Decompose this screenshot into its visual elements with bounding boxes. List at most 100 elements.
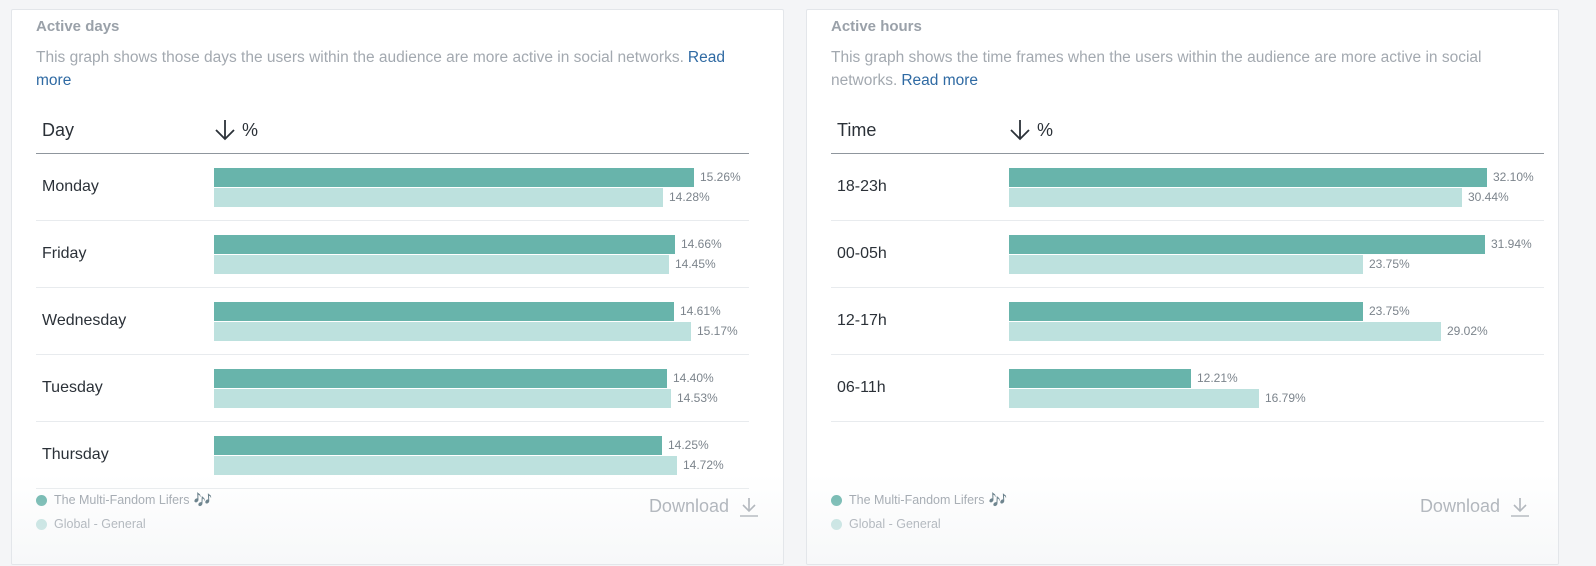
bar-secondary xyxy=(1009,188,1462,207)
legend-item-primary: The Multi-Fandom Lifers 🎶 xyxy=(831,488,1007,512)
bar-secondary xyxy=(214,188,663,207)
row-label: Thursday xyxy=(42,446,109,463)
bar-group: 31.94% 23.75% xyxy=(1009,235,1532,275)
bar-value-secondary: 14.72% xyxy=(683,458,724,472)
bar-group: 14.66% 14.45% xyxy=(214,235,734,275)
active-days-rows: Monday 15.26% 14.28% Friday 14.66% 14.45% Wedn… xyxy=(36,154,749,489)
legend-item-secondary: Global - General xyxy=(36,512,212,536)
bar-value-secondary: 30.44% xyxy=(1468,190,1509,204)
sort-percent-button[interactable]: % xyxy=(214,116,258,144)
table-header: Day % xyxy=(36,114,749,154)
table-row: 06-11h 12.21% 16.79% xyxy=(831,355,1544,422)
download-label: Download xyxy=(1419,496,1500,516)
legend-dot-primary xyxy=(36,494,47,506)
active-days-card: Active days This graph shows those days … xyxy=(11,9,784,565)
download-button[interactable]: Download xyxy=(649,496,759,517)
legend-item-secondary: Global - General xyxy=(831,512,1007,536)
bar-group: 14.61% 15.17% xyxy=(214,302,738,342)
bar-primary xyxy=(1009,168,1487,187)
bar-value-primary: 14.40% xyxy=(673,371,714,385)
legend-dot-secondary xyxy=(831,518,842,530)
download-button[interactable]: Download xyxy=(1420,496,1530,517)
column-header-percent: % xyxy=(242,119,259,140)
bar-group: 32.10% 30.44% xyxy=(1009,168,1534,208)
bar-primary xyxy=(214,369,667,388)
bar-value-secondary: 23.75% xyxy=(1369,257,1410,271)
sort-percent-button[interactable]: % xyxy=(1009,116,1053,144)
bar-primary xyxy=(1009,302,1363,321)
bar-group: 14.25% 14.72% xyxy=(214,436,734,476)
arrow-down-icon xyxy=(215,120,235,141)
bar-value-secondary: 14.53% xyxy=(677,391,718,405)
bar-primary xyxy=(1009,369,1191,388)
bar-primary xyxy=(214,168,694,187)
arrow-down-icon xyxy=(1010,120,1030,141)
bar-value-secondary: 29.02% xyxy=(1447,324,1488,338)
legend-item-primary: The Multi-Fandom Lifers 🎶 xyxy=(36,488,212,512)
bar-group: 12.21% 16.79% xyxy=(1009,369,1529,409)
description-text: This graph shows the time frames when th… xyxy=(831,49,1482,89)
bar-group: 14.40% 14.53% xyxy=(214,369,734,409)
row-label: 06-11h xyxy=(837,379,886,396)
bar-secondary xyxy=(1009,389,1259,408)
row-label: Friday xyxy=(42,245,87,262)
read-more-link[interactable]: Read more xyxy=(901,72,979,89)
bar-secondary xyxy=(1009,255,1363,274)
bar-value-primary: 31.94% xyxy=(1491,237,1532,251)
legend-label-primary: The Multi-Fandom Lifers xyxy=(54,493,190,507)
card-description: This graph shows the time frames when th… xyxy=(831,46,1521,92)
card-title: Active hours xyxy=(831,18,922,35)
description-text: This graph shows those days the users wi… xyxy=(36,49,684,66)
legend-dot-primary xyxy=(831,494,842,506)
table-row: Thursday 14.25% 14.72% xyxy=(36,422,749,489)
bar-value-primary: 14.66% xyxy=(681,237,722,251)
bar-secondary xyxy=(214,456,677,475)
bar-value-primary: 14.61% xyxy=(680,304,721,318)
bar-primary xyxy=(214,302,674,321)
row-label: 18-23h xyxy=(837,178,887,195)
read-more-link[interactable]: Read more xyxy=(36,49,725,89)
row-label: Tuesday xyxy=(42,379,103,396)
table-row: 18-23h 32.10% 30.44% xyxy=(831,154,1544,221)
table-row: Monday 15.26% 14.28% xyxy=(36,154,749,221)
bar-secondary xyxy=(214,255,669,274)
chart-legend: The Multi-Fandom Lifers 🎶 Global - Gener… xyxy=(36,488,212,536)
bar-primary xyxy=(214,235,675,254)
card-title: Active days xyxy=(36,18,120,35)
card-description: This graph shows those days the users wi… xyxy=(36,46,736,92)
bar-value-secondary: 15.17% xyxy=(697,324,738,338)
column-header-time: Time xyxy=(837,120,877,140)
row-label: 12-17h xyxy=(837,312,887,329)
table-row: Tuesday 14.40% 14.53% xyxy=(36,355,749,422)
bar-primary xyxy=(214,436,662,455)
bar-group: 15.26% 14.28% xyxy=(214,168,741,208)
bar-value-secondary: 14.45% xyxy=(675,257,716,271)
bar-value-secondary: 14.28% xyxy=(669,190,710,204)
row-label: 00-05h xyxy=(837,245,887,262)
legend-label-secondary: Global - General xyxy=(54,517,146,531)
chart-legend: The Multi-Fandom Lifers 🎶 Global - Gener… xyxy=(831,488,1007,536)
bar-primary xyxy=(1009,235,1485,254)
bar-value-secondary: 16.79% xyxy=(1265,391,1306,405)
active-hours-card: Active hours This graph shows the time f… xyxy=(806,9,1559,565)
bar-value-primary: 23.75% xyxy=(1369,304,1410,318)
bar-secondary xyxy=(214,322,691,341)
row-label: Monday xyxy=(42,178,99,195)
table-header: Time % xyxy=(831,114,1544,154)
legend-label-primary: The Multi-Fandom Lifers xyxy=(849,493,985,507)
row-label: Wednesday xyxy=(42,312,127,329)
active-hours-rows: 18-23h 32.10% 30.44% 00-05h 31.94% 23.75% 12-1… xyxy=(831,154,1544,422)
bar-value-primary: 15.26% xyxy=(700,170,741,184)
table-row: Friday 14.66% 14.45% xyxy=(36,221,749,288)
download-icon xyxy=(1511,497,1529,517)
download-icon xyxy=(740,497,758,517)
legend-dot-secondary xyxy=(36,518,47,530)
bar-group: 23.75% 29.02% xyxy=(1009,302,1529,342)
bar-secondary xyxy=(214,389,671,408)
bar-value-primary: 32.10% xyxy=(1493,170,1534,184)
table-row: 00-05h 31.94% 23.75% xyxy=(831,221,1544,288)
column-header-percent: % xyxy=(1037,119,1054,140)
music-notes-icon: 🎶 xyxy=(988,492,1008,509)
music-notes-icon: 🎶 xyxy=(193,492,213,509)
table-row: 12-17h 23.75% 29.02% xyxy=(831,288,1544,355)
